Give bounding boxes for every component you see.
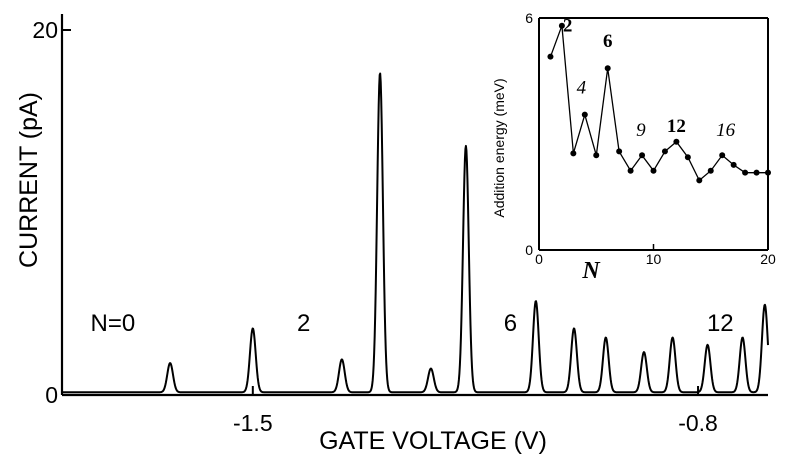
data-point xyxy=(753,169,760,176)
data-point xyxy=(719,152,726,159)
inset-y-tick-label: 0 xyxy=(525,242,533,258)
data-point xyxy=(765,169,771,176)
data-point xyxy=(730,161,737,168)
shell-label: 2 xyxy=(563,16,573,37)
data-point xyxy=(581,111,588,118)
shell-label: 12 xyxy=(667,116,686,137)
y-tick-label: 0 xyxy=(45,382,58,408)
inset-x-tick-label: 10 xyxy=(646,251,662,267)
shell-label: 9 xyxy=(636,120,646,141)
inset-y-axis-label: Addition energy (meV) xyxy=(491,78,507,217)
x-axis-label: GATE VOLTAGE (V) xyxy=(319,427,547,455)
data-point xyxy=(639,152,646,159)
peak-label: N=0 xyxy=(91,310,136,337)
y-tick-label: 20 xyxy=(32,17,58,43)
y-axis-label: CURRENT (pA) xyxy=(15,92,43,268)
peak-label: 12 xyxy=(707,310,734,337)
inset-y-tick-label: 6 xyxy=(525,10,533,26)
peak-label: 6 xyxy=(504,310,517,337)
data-point xyxy=(650,167,657,174)
data-point xyxy=(604,65,611,72)
data-point xyxy=(616,148,623,155)
x-tick-label: -1.5 xyxy=(233,410,273,436)
current-trace xyxy=(61,72,769,394)
inset-background xyxy=(482,10,779,282)
data-point xyxy=(684,154,691,161)
x-tick-label: -0.8 xyxy=(678,410,718,436)
data-point xyxy=(661,148,668,155)
data-point xyxy=(742,169,749,176)
inset-x-tick-label: 20 xyxy=(760,251,776,267)
data-point xyxy=(558,22,565,29)
data-point xyxy=(570,150,577,157)
data-point xyxy=(673,138,680,145)
inset-x-axis-label: N xyxy=(581,258,601,284)
data-point xyxy=(593,152,600,159)
data-point xyxy=(707,167,714,174)
shell-label: 16 xyxy=(716,120,736,141)
data-point xyxy=(696,177,703,184)
inset-x-tick-label: 0 xyxy=(535,251,543,267)
shell-label: 4 xyxy=(577,77,587,98)
data-point xyxy=(547,53,554,60)
data-point xyxy=(627,167,634,174)
peak-label: 2 xyxy=(297,310,310,337)
shell-label: 6 xyxy=(603,31,613,52)
